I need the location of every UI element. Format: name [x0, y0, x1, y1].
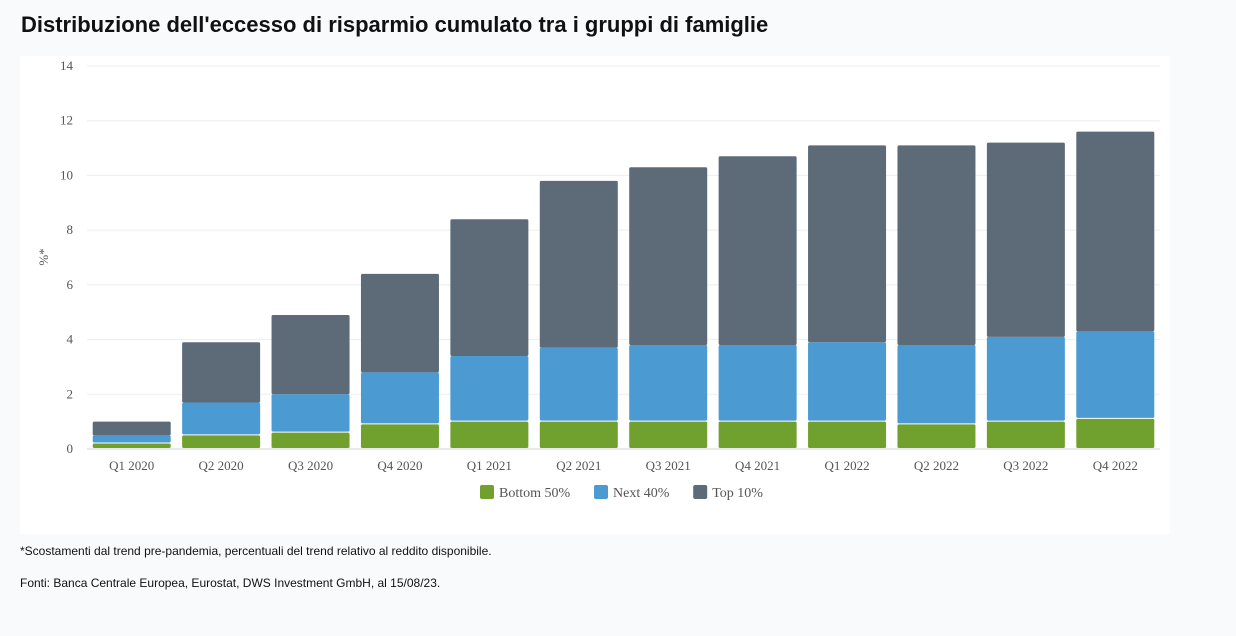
bar-top-10--q3-2021[interactable] — [629, 167, 708, 346]
x-tick-label: Q2 2021 — [556, 458, 601, 473]
bar-next-40--q1-2022[interactable] — [808, 342, 887, 421]
bar-bottom-50--q1-2021[interactable] — [450, 421, 529, 448]
y-tick-label: 2 — [67, 386, 74, 401]
bar-top-10--q4-2020[interactable] — [360, 273, 439, 373]
bar-next-40--q4-2021[interactable] — [718, 345, 797, 421]
bar-top-10--q2-2022[interactable] — [897, 145, 976, 346]
x-tick-label: Q4 2020 — [377, 458, 422, 473]
bar-next-40--q1-2020[interactable] — [92, 435, 171, 443]
x-tick-label: Q1 2021 — [467, 458, 512, 473]
bar-top-10--q4-2022[interactable] — [1076, 131, 1155, 332]
bar-next-40--q3-2020[interactable] — [271, 394, 350, 432]
bar-bottom-50--q3-2021[interactable] — [629, 421, 708, 448]
bar-bottom-50--q3-2022[interactable] — [986, 421, 1065, 448]
legend-item-top-10-[interactable]: Top 10% — [693, 485, 763, 501]
legend-swatch — [480, 485, 494, 499]
y-tick-label: 12 — [60, 113, 73, 128]
bar-top-10--q1-2020[interactable] — [92, 421, 171, 436]
y-tick-label: 6 — [67, 277, 74, 292]
x-tick-label: Q3 2020 — [288, 458, 333, 473]
bar-bottom-50--q3-2020[interactable] — [271, 432, 350, 448]
y-tick-label: 10 — [60, 167, 73, 182]
legend-label: Top 10% — [712, 486, 763, 501]
bar-next-40--q3-2022[interactable] — [986, 336, 1065, 421]
bar-top-10--q1-2021[interactable] — [450, 219, 529, 356]
bar-next-40--q4-2020[interactable] — [360, 372, 439, 424]
bar-next-40--q2-2021[interactable] — [539, 347, 618, 421]
x-tick-label: Q3 2021 — [646, 458, 691, 473]
bar-top-10--q2-2020[interactable] — [182, 342, 261, 403]
bar-top-10--q4-2021[interactable] — [718, 156, 797, 346]
bar-bottom-50--q2-2020[interactable] — [182, 435, 261, 448]
x-tick-label: Q1 2022 — [824, 458, 869, 473]
bar-bottom-50--q1-2020[interactable] — [92, 443, 171, 448]
bar-bottom-50--q1-2022[interactable] — [808, 421, 887, 448]
sources-note: Fonti: Banca Centrale Europea, Eurostat,… — [20, 576, 441, 590]
x-tick-label: Q4 2021 — [735, 458, 780, 473]
x-tick-label: Q1 2020 — [109, 458, 154, 473]
x-tick-label: Q2 2022 — [914, 458, 959, 473]
bar-next-40--q4-2022[interactable] — [1076, 331, 1155, 418]
x-tick-label: Q2 2020 — [199, 458, 244, 473]
footnote: *Scostamenti dal trend pre-pandemia, per… — [20, 544, 492, 558]
y-tick-label: 14 — [60, 58, 74, 73]
bar-bottom-50--q4-2021[interactable] — [718, 421, 797, 448]
bar-next-40--q2-2022[interactable] — [897, 345, 976, 424]
bar-bottom-50--q2-2021[interactable] — [539, 421, 618, 448]
bar-bottom-50--q4-2020[interactable] — [360, 424, 439, 448]
legend-label: Bottom 50% — [499, 486, 571, 501]
y-axis-label: %* — [36, 248, 51, 265]
stacked-bar-chart: 0 2 4 6 8 10 12 14 Q1 2020 Q2 2020 Q3 2020 Q4 2020… — [36, 58, 1160, 501]
legend-swatch — [693, 485, 708, 499]
x-tick-label: Q4 2022 — [1093, 458, 1138, 473]
chart-title: Distribuzione dell'eccesso di risparmio … — [21, 12, 769, 37]
legend-item-next-40-[interactable]: Next 40% — [594, 485, 670, 501]
bar-top-10--q3-2022[interactable] — [986, 142, 1065, 337]
x-tick-label: Q3 2022 — [1003, 458, 1048, 473]
bar-top-10--q2-2021[interactable] — [539, 180, 618, 348]
y-tick-label: 0 — [67, 441, 74, 456]
bar-bottom-50--q2-2022[interactable] — [897, 424, 976, 448]
y-tick-label: 4 — [67, 332, 74, 347]
bar-top-10--q1-2022[interactable] — [808, 145, 887, 343]
y-tick-label: 8 — [67, 222, 74, 237]
bar-next-40--q3-2021[interactable] — [629, 345, 708, 421]
bar-next-40--q2-2020[interactable] — [182, 402, 261, 435]
bar-bottom-50--q4-2022[interactable] — [1076, 418, 1155, 448]
chart-panel: 0 2 4 6 8 10 12 14 Q1 2020 Q2 2020 Q3 2020 Q4 2020… — [20, 56, 1170, 534]
legend-swatch — [594, 485, 608, 499]
legend-item-bottom-50-[interactable]: Bottom 50% — [480, 485, 571, 501]
bar-top-10--q3-2020[interactable] — [271, 314, 350, 395]
bar-next-40--q1-2021[interactable] — [450, 355, 529, 421]
legend-label: Next 40% — [613, 486, 670, 501]
